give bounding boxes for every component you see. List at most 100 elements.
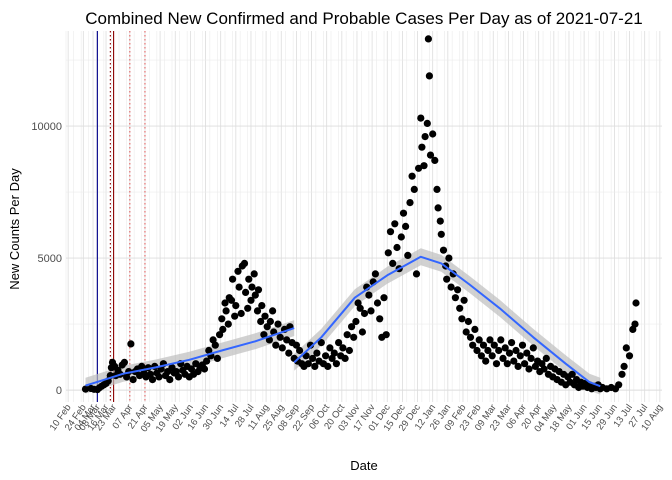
data-point: [423, 119, 431, 127]
data-point: [166, 376, 174, 384]
data-point: [296, 346, 304, 355]
data-point: [272, 341, 280, 349]
data-point: [391, 220, 399, 228]
data-point: [253, 307, 262, 315]
data-point: [458, 315, 466, 323]
data-point: [266, 317, 274, 326]
data-point: [218, 315, 226, 323]
data-point: [615, 381, 623, 389]
data-point: [324, 362, 332, 370]
data-point: [309, 354, 317, 362]
smooth-line: [85, 327, 295, 387]
data-point: [431, 156, 439, 164]
data-point: [521, 360, 529, 368]
data-point: [120, 358, 128, 366]
data-point: [222, 307, 230, 315]
data-point: [473, 346, 481, 355]
confidence-band-area: [294, 248, 601, 395]
data-point: [397, 233, 405, 241]
data-point: [155, 373, 163, 381]
data-point: [540, 365, 548, 373]
data-point: [229, 275, 237, 283]
smooth-lines: [85, 255, 601, 388]
data-point: [306, 341, 315, 349]
data-point: [384, 249, 392, 257]
data-point: [382, 331, 390, 339]
data-point: [466, 333, 475, 341]
confidence-band: [85, 248, 601, 395]
data-point: [399, 209, 408, 217]
data-point: [445, 254, 453, 262]
data-point: [529, 344, 537, 352]
data-point: [454, 286, 462, 294]
data-point: [148, 376, 157, 384]
data-point: [514, 362, 522, 370]
data-point: [373, 299, 382, 307]
data-point: [317, 339, 325, 347]
data-point: [488, 352, 496, 360]
data-point: [505, 349, 514, 357]
data-point: [433, 185, 441, 193]
data-point: [631, 320, 639, 328]
data-point: [127, 340, 135, 348]
data-point: [477, 352, 485, 360]
y-tick-label: 10000: [31, 121, 62, 133]
data-point: [371, 270, 379, 278]
data-point: [512, 346, 520, 355]
data-point: [200, 365, 209, 373]
data-point: [437, 230, 445, 238]
data-point: [484, 346, 492, 355]
data-point: [479, 341, 488, 349]
data-point: [343, 331, 351, 339]
data-point: [420, 162, 428, 170]
data-point: [376, 315, 384, 323]
smooth-line: [293, 255, 601, 388]
data-point: [380, 294, 388, 302]
data-point: [248, 283, 256, 291]
data-point: [475, 336, 483, 344]
data-point: [618, 370, 626, 378]
data-point: [203, 357, 211, 365]
data-point: [335, 339, 343, 347]
data-point: [304, 360, 312, 368]
data-point: [402, 222, 410, 230]
data-point: [341, 354, 349, 362]
data-point: [482, 357, 490, 365]
data-point: [412, 270, 421, 278]
data-point: [276, 333, 284, 341]
chart-title: Combined New Confirmed and Probable Case…: [85, 9, 643, 28]
data-point: [242, 288, 250, 296]
data-point: [503, 360, 511, 368]
event-lines: [96, 31, 146, 402]
data-point: [460, 296, 468, 304]
data-point: [322, 352, 330, 360]
data-point: [258, 302, 266, 310]
data-point: [251, 291, 259, 299]
data-point: [525, 365, 533, 373]
y-axis-title: New Counts Per Day: [7, 168, 22, 290]
data-point: [348, 323, 356, 331]
data-point: [451, 294, 459, 302]
data-point: [227, 296, 236, 304]
data-point: [510, 357, 518, 365]
data-point: [492, 360, 501, 368]
data-point: [311, 362, 319, 370]
data-point: [415, 164, 423, 172]
data-point: [429, 130, 437, 138]
data-point: [508, 339, 516, 347]
data-point: [224, 320, 232, 328]
data-point: [439, 246, 448, 254]
data-point: [499, 354, 507, 362]
data-point: [418, 143, 426, 151]
data-point: [283, 336, 291, 344]
data-point: [278, 344, 286, 352]
data-point: [486, 336, 494, 344]
data-point: [410, 185, 418, 193]
data-point: [386, 228, 395, 236]
data-point: [365, 291, 373, 299]
data-point: [231, 312, 239, 320]
data-point: [632, 299, 640, 307]
data-point: [352, 317, 360, 326]
